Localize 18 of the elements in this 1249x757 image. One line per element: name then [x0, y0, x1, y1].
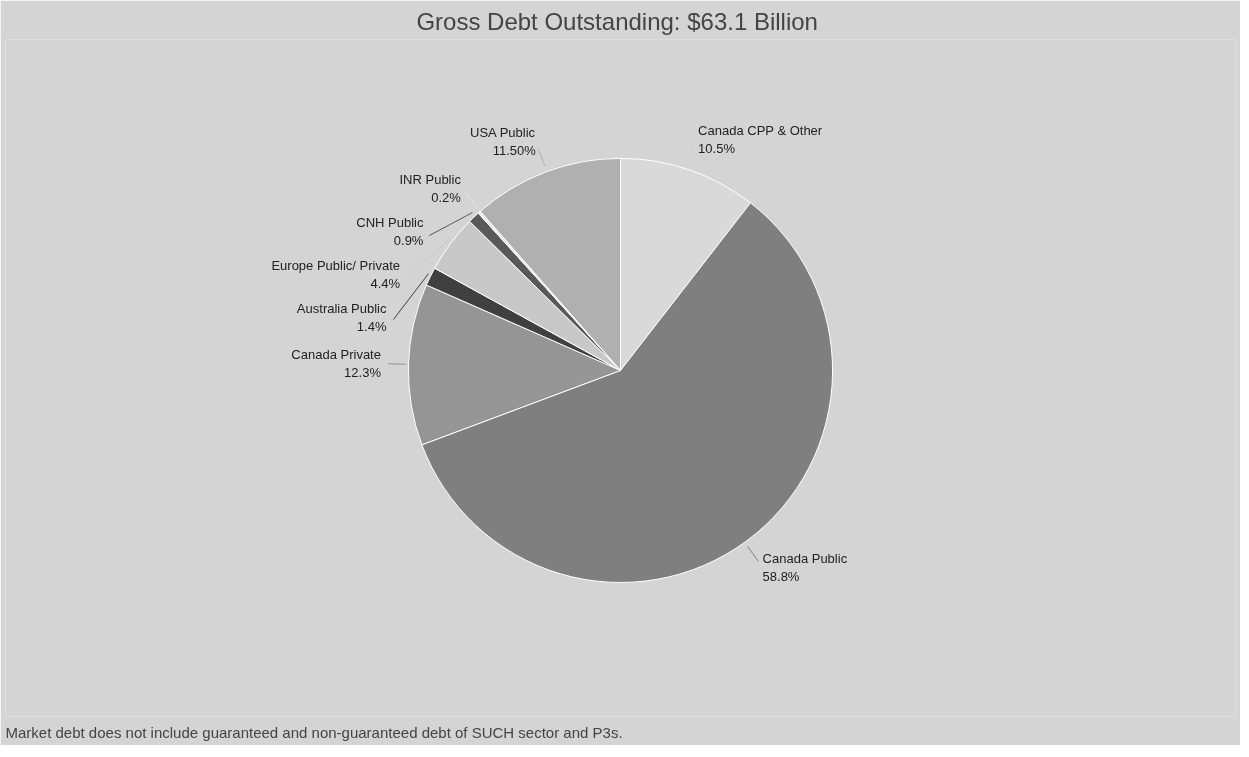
data-label: 4.4% [370, 276, 401, 292]
data-label: 58.8% [762, 568, 800, 584]
slice-label: Canada CPP & Other [698, 122, 823, 138]
slice-label: USA Public [470, 125, 536, 141]
data-label: 11.50% [492, 143, 537, 159]
slice-label: Europe Public/ Private [271, 258, 401, 274]
slice-label: Canada Public [762, 550, 848, 566]
slice-label: CNH Public [356, 214, 424, 230]
data-label: 0.9% [393, 232, 424, 248]
data-label: 10.5% [698, 140, 736, 156]
slice-label: Canada Private [291, 347, 381, 363]
slice-label: Australia Public [296, 301, 387, 317]
chart-title: Gross Debt Outstanding: $63.1 Billion [416, 7, 818, 35]
data-label: 0.2% [431, 189, 462, 205]
data-label: 1.4% [356, 319, 387, 335]
data-label: 12.3% [344, 365, 382, 381]
text: Market debt does not include guaranteed and non-guaranteed debt of SUCH sector and P3s. [5, 723, 623, 741]
slice-label: INR Public [399, 171, 462, 187]
